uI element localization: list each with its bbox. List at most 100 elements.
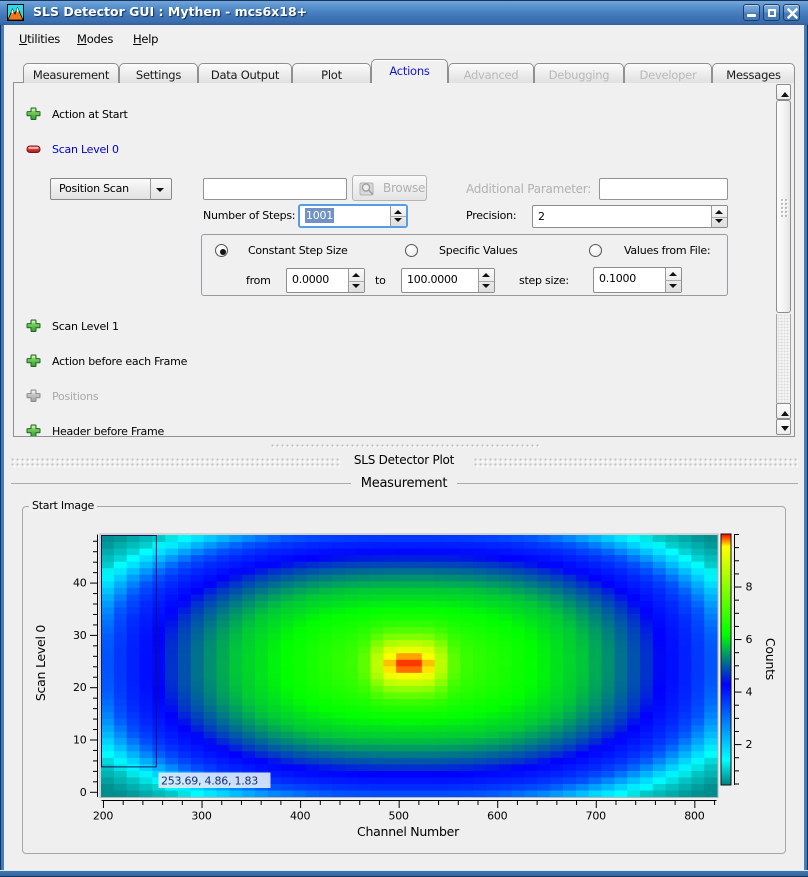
maximize-icon bbox=[767, 8, 776, 17]
number-of-steps-label: Number of Steps: bbox=[203, 209, 296, 222]
to-spinbox[interactable]: 100.0000 bbox=[401, 268, 495, 293]
svg-text:0: 0 bbox=[80, 786, 87, 799]
arrow-up-icon bbox=[780, 407, 789, 416]
scrollbar-track[interactable] bbox=[776, 314, 791, 403]
measurement-group-title: Measurement bbox=[360, 476, 448, 491]
spin-down-icon[interactable] bbox=[715, 219, 723, 223]
spin-down-icon[interactable] bbox=[669, 284, 677, 288]
close-button[interactable] bbox=[783, 4, 800, 21]
svg-text:8: 8 bbox=[746, 581, 753, 594]
tab-settings[interactable]: Settings bbox=[119, 63, 198, 83]
additional-parameter-label: Additional Parameter: bbox=[466, 182, 592, 196]
minimize-button[interactable] bbox=[743, 4, 760, 21]
colorbar bbox=[720, 533, 732, 786]
radio-dot bbox=[219, 248, 226, 255]
maximize-button[interactable] bbox=[763, 4, 780, 21]
menu-bar: Utilities Modes Help bbox=[4, 25, 804, 52]
cursor-readout: 253.69, 4.86, 1.83 bbox=[161, 775, 258, 788]
scan-mode-value: Position Scan bbox=[59, 182, 129, 195]
tab-messages[interactable]: Messages bbox=[712, 63, 795, 83]
zoom-selection-rect bbox=[101, 535, 157, 768]
tab-actions[interactable]: Actions bbox=[371, 59, 448, 83]
minimize-icon bbox=[747, 14, 756, 17]
plus-icon[interactable] bbox=[26, 319, 41, 333]
plus-icon[interactable] bbox=[26, 354, 41, 368]
spin-up-icon[interactable] bbox=[715, 210, 723, 214]
number-of-steps-spinbox[interactable]: 1001 bbox=[298, 204, 408, 228]
plus-icon[interactable] bbox=[26, 389, 41, 403]
tab-developer[interactable]: Developer bbox=[624, 63, 712, 83]
radio-circle bbox=[405, 244, 418, 257]
svg-text:10: 10 bbox=[73, 733, 87, 746]
action-item-label: Positions bbox=[52, 390, 99, 403]
plot-axes bbox=[90, 534, 742, 808]
additional-parameter-input[interactable] bbox=[599, 178, 728, 200]
scrollbar-thumb[interactable] bbox=[776, 100, 791, 313]
menu-modes[interactable]: Modes bbox=[77, 32, 114, 46]
action-item-label: Action before each Frame bbox=[52, 355, 188, 368]
radio-label: Values from File: bbox=[624, 244, 711, 257]
svg-text:2: 2 bbox=[746, 738, 753, 751]
spin-up-icon[interactable] bbox=[482, 273, 490, 277]
spin-down-icon[interactable] bbox=[394, 218, 402, 222]
scan-mode-select[interactable]: Position Scan bbox=[50, 178, 172, 200]
plus-icon[interactable] bbox=[26, 107, 41, 121]
spin-down-icon[interactable] bbox=[482, 284, 490, 288]
from-value: 0.0000 bbox=[292, 273, 329, 286]
colorbar-title: Counts bbox=[763, 638, 778, 680]
scroll-down-button[interactable] bbox=[776, 419, 791, 435]
tab-data-output[interactable]: Data Output bbox=[198, 63, 292, 83]
menu-utilities[interactable]: Utilities bbox=[19, 32, 61, 46]
combo-dropdown-button[interactable] bbox=[150, 179, 171, 199]
scroll-up-button-bottom[interactable] bbox=[776, 403, 791, 419]
tab-debugging[interactable]: Debugging bbox=[534, 63, 624, 83]
title-bar[interactable]: SLS Detector GUI : Mythen - mcs6x18+ bbox=[0, 0, 808, 25]
vertical-scrollbar[interactable] bbox=[776, 84, 792, 436]
precision-label: Precision: bbox=[466, 209, 517, 222]
svg-text:40: 40 bbox=[73, 577, 87, 590]
from-spinbox[interactable]: 0.0000 bbox=[286, 268, 365, 293]
spin-up-icon[interactable] bbox=[394, 210, 402, 214]
svg-text:30: 30 bbox=[73, 629, 87, 642]
y-axis-title: Scan Level 0 bbox=[33, 625, 48, 702]
plot-canvas-frame bbox=[99, 533, 719, 798]
browse-button[interactable]: Browse bbox=[352, 175, 427, 201]
plus-icon[interactable] bbox=[26, 424, 41, 436]
splitter-grip-dots bbox=[270, 443, 540, 448]
start-image-frame bbox=[22, 506, 786, 854]
tab-measurement[interactable]: Measurement bbox=[23, 63, 119, 83]
spin-up-icon[interactable] bbox=[352, 273, 360, 277]
spin-up-icon[interactable] bbox=[669, 272, 677, 276]
window-border-bottom bbox=[0, 870, 808, 877]
svg-text:600: 600 bbox=[487, 810, 507, 823]
svg-text:500: 500 bbox=[389, 810, 409, 823]
svg-text:4: 4 bbox=[746, 686, 753, 699]
menu-help[interactable]: Help bbox=[133, 32, 159, 46]
minus-icon[interactable] bbox=[26, 142, 41, 156]
tab-bar: Measurement Settings Data Output Plot Action… bbox=[0, 56, 808, 83]
action-item-label: Scan Level 0 bbox=[52, 143, 119, 156]
dock-texture bbox=[473, 457, 798, 468]
scan-script-input[interactable] bbox=[203, 178, 347, 200]
splitter-handle[interactable] bbox=[0, 440, 808, 449]
dock-texture bbox=[10, 457, 340, 468]
number-of-steps-value: 1001 bbox=[305, 208, 334, 223]
action-item-label: Scan Level 1 bbox=[52, 320, 119, 333]
x-axis-title: Channel Number bbox=[357, 824, 460, 839]
from-label: from bbox=[246, 274, 271, 287]
tab-advanced[interactable]: Advanced bbox=[448, 63, 534, 83]
step-size-spinbox[interactable]: 0.1000 bbox=[593, 267, 682, 293]
plot-dock-titlebar[interactable]: SLS Detector Plot bbox=[4, 450, 804, 472]
precision-spinbox[interactable]: 2 bbox=[532, 205, 728, 228]
tab-plot[interactable]: Plot bbox=[292, 63, 371, 83]
actions-tab-panel: Action at Start Scan Level 0 Scan Level … bbox=[13, 82, 795, 437]
cursor-tracker-bg bbox=[158, 772, 271, 788]
action-item-label: Action at Start bbox=[52, 108, 128, 121]
svg-text:200: 200 bbox=[93, 810, 113, 823]
spin-down-icon[interactable] bbox=[352, 284, 360, 288]
start-image-title: Start Image bbox=[29, 499, 98, 512]
scroll-up-button[interactable] bbox=[776, 84, 791, 100]
window-title: SLS Detector GUI : Mythen - mcs6x18+ bbox=[33, 4, 308, 19]
